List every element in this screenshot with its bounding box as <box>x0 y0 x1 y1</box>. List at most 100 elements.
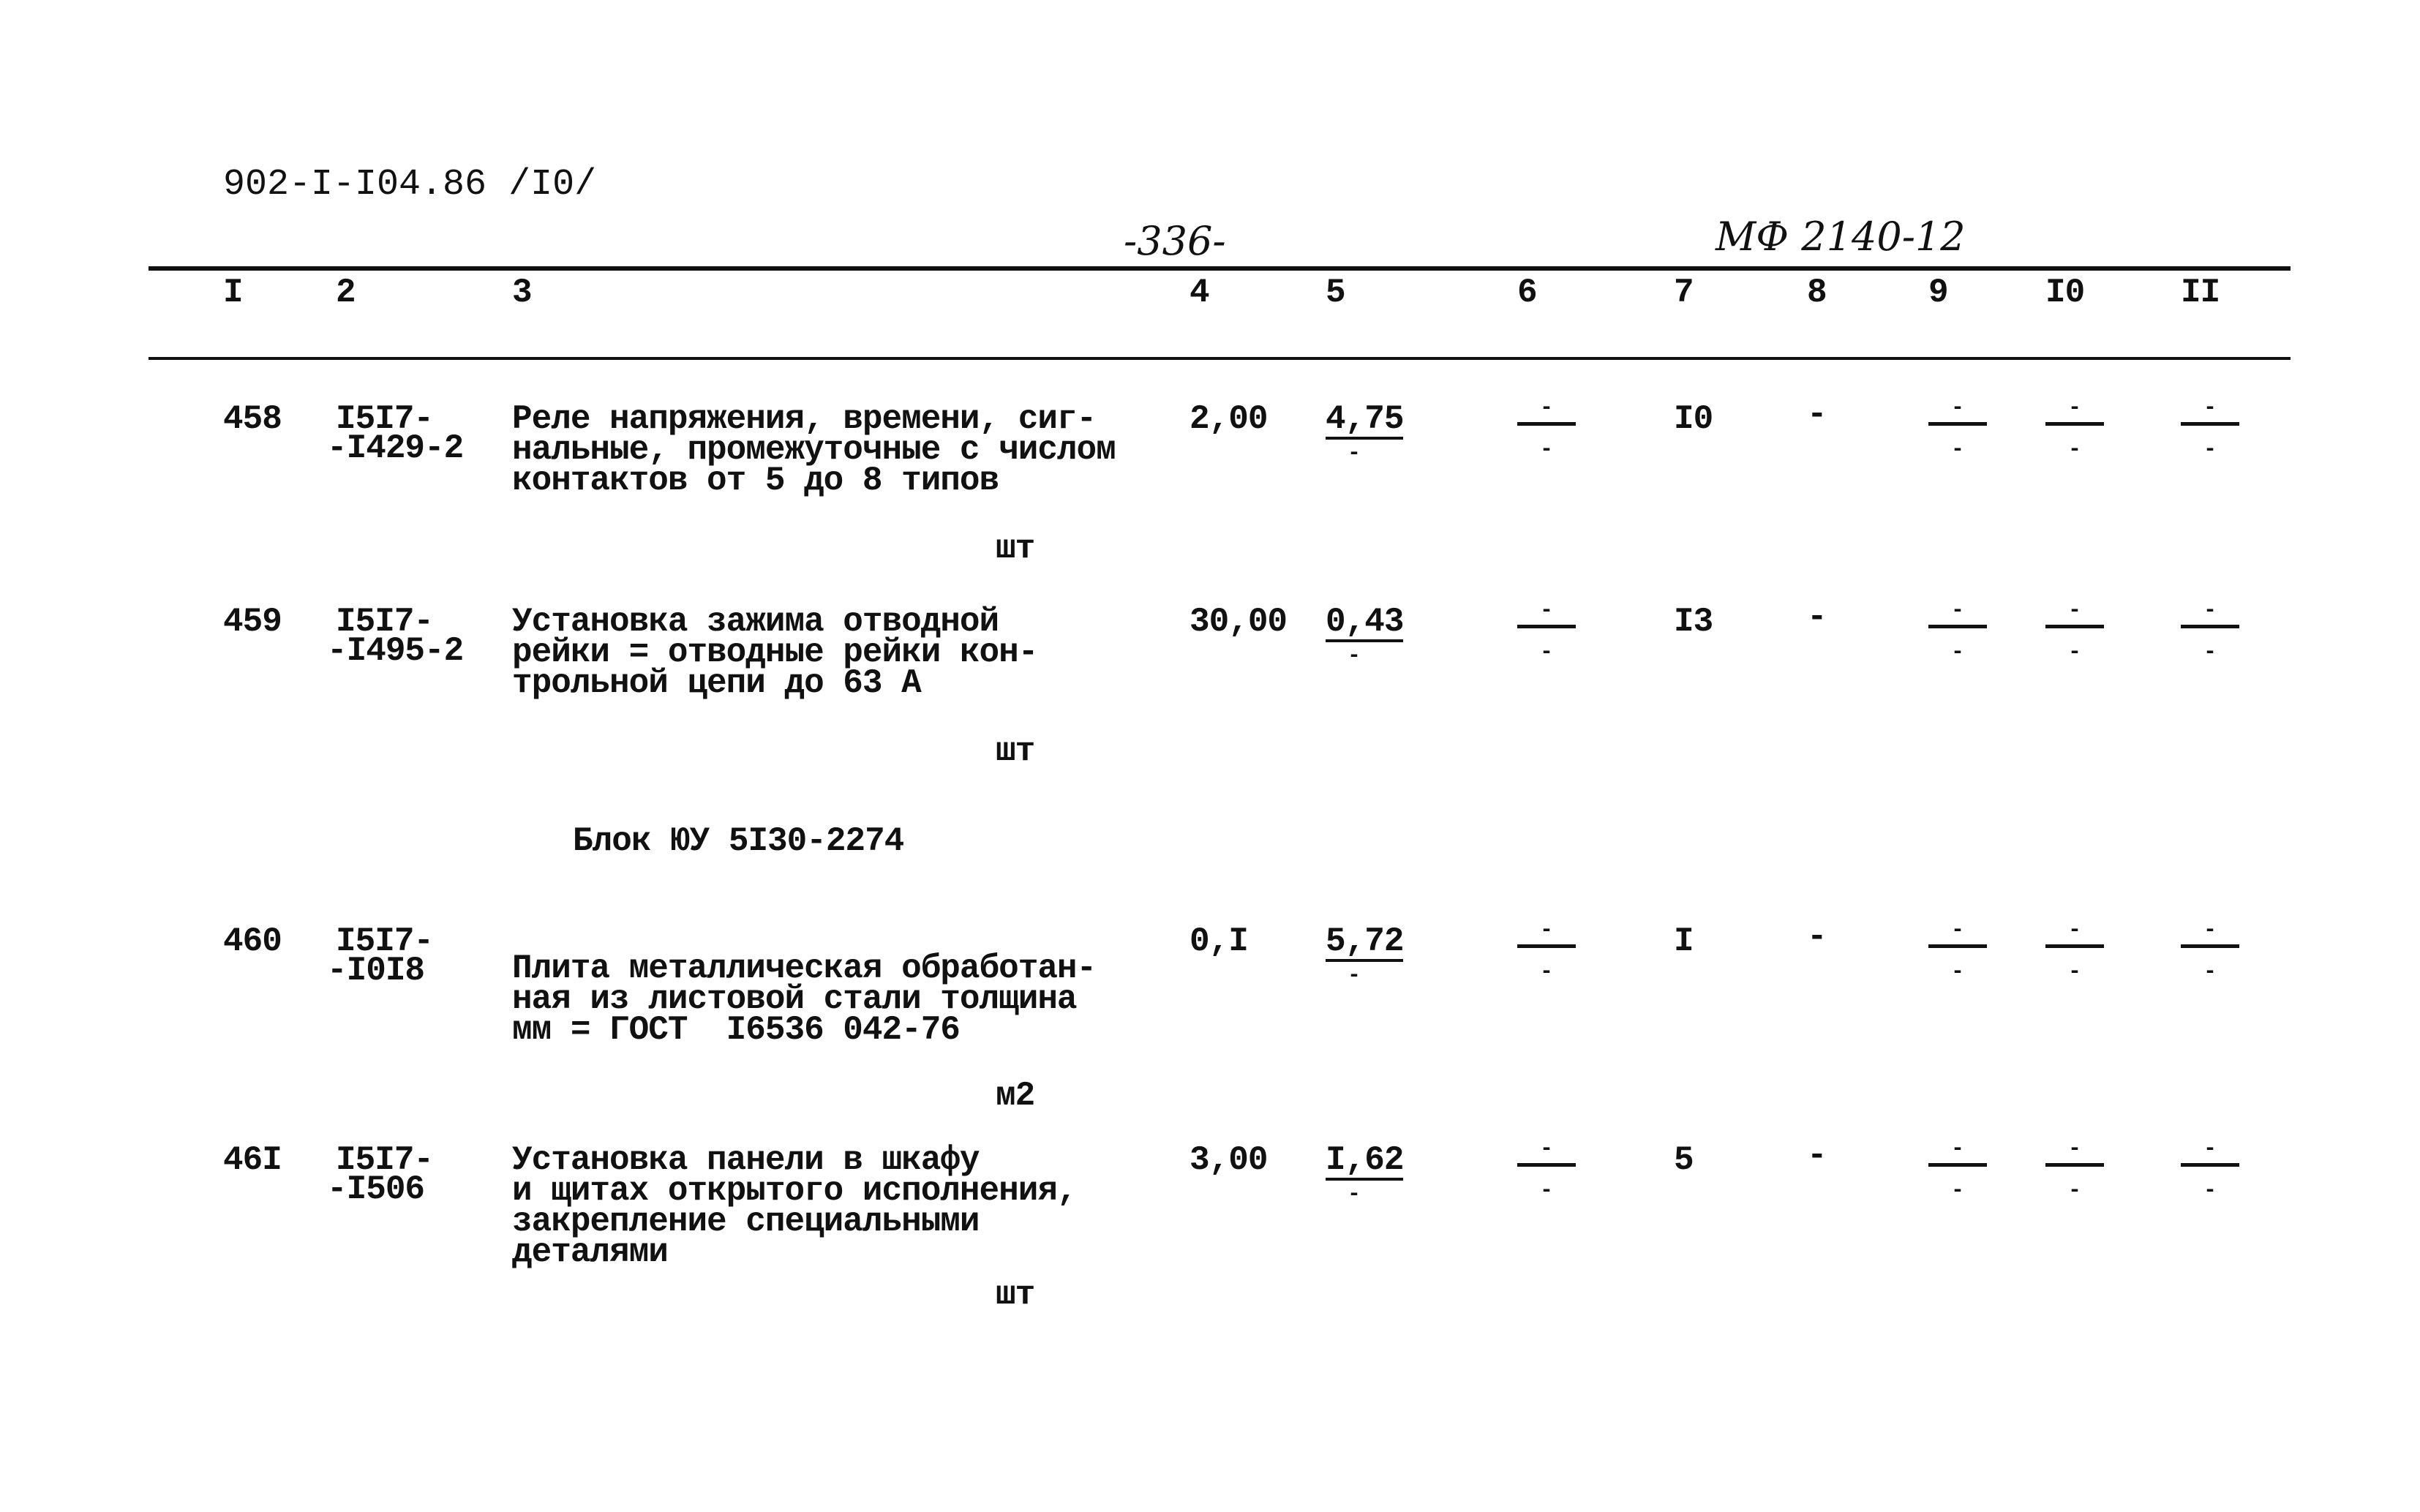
row-number: 459 <box>223 603 282 641</box>
row-code-line: -I0I8 <box>327 952 425 990</box>
fraction-bottom: - <box>1539 640 1553 665</box>
fraction-top: - <box>1539 396 1553 421</box>
row-col5-value: 0,43 <box>1326 603 1404 642</box>
row-description-line: Реле напряжения, времени, сиг- <box>512 400 1097 438</box>
row-col5-sub: - <box>1348 963 1361 988</box>
column-header-3: 3 <box>512 274 533 312</box>
row-c6-fraction: -- <box>1517 1138 1576 1202</box>
row-col5-sub: - <box>1348 441 1361 466</box>
fraction-bar <box>1928 422 1987 426</box>
fraction-top: - <box>1539 1137 1553 1162</box>
row-col8-value: - <box>1807 598 1827 636</box>
fraction-top: - <box>2203 918 2217 943</box>
fraction-top: - <box>2203 1137 2217 1162</box>
row-c6-fraction: -- <box>1517 600 1576 663</box>
row-col7-value: I <box>1674 922 1694 960</box>
fraction-top: - <box>1539 598 1553 623</box>
fraction-bottom: - <box>1539 960 1553 985</box>
row-col4-value: 2,00 <box>1190 400 1268 438</box>
row-code-line: I5I7- <box>336 400 434 438</box>
fraction-top: - <box>1950 918 1964 943</box>
table-top-rule <box>149 266 2291 271</box>
row-c6-fraction: -- <box>1517 397 1576 461</box>
block-title: Блок ЮУ 5I30-2274 <box>573 822 904 860</box>
row-code-line: -I495-2 <box>327 632 464 670</box>
fraction-top: - <box>1950 396 1964 421</box>
fraction-bar <box>1517 625 1576 628</box>
row-col5-value: I,62 <box>1326 1141 1404 1181</box>
row-description-line: Установка зажима отводной <box>512 603 999 641</box>
fraction-top: - <box>1950 598 1964 623</box>
fraction-bar <box>2181 1163 2239 1167</box>
row-description-line: нальные, промежуточные с числом <box>512 431 1116 469</box>
row-col4-value: 30,00 <box>1190 603 1288 641</box>
row-col8-value: - <box>1807 918 1827 956</box>
column-header-11: II <box>2181 274 2220 312</box>
fraction-top: - <box>1539 918 1553 943</box>
fraction-bar <box>1928 1163 1987 1167</box>
row-unit: м2 <box>996 1077 1035 1115</box>
page-number: -336- <box>1124 218 1226 264</box>
row-c9-fraction: -- <box>1928 1138 1987 1202</box>
fraction-bottom: - <box>1950 1178 1964 1203</box>
row-description-line: Плита металлическая обработан- <box>512 949 1097 988</box>
row-description-line: контактов от 5 до 8 типов <box>512 462 999 500</box>
row-code-line: -I506 <box>327 1170 425 1208</box>
column-header-8: 8 <box>1807 274 1827 312</box>
row-c10-fraction: -- <box>2045 1138 2104 1202</box>
fraction-bar <box>1517 944 1576 948</box>
row-description-line: Установка панели в шкафу <box>512 1141 980 1179</box>
fraction-bar <box>1928 944 1987 948</box>
row-c11-fraction: -- <box>2181 919 2239 983</box>
row-number: 458 <box>223 400 282 438</box>
document-code: 902-I-I04.86 /I0/ <box>223 164 597 206</box>
row-c9-fraction: -- <box>1928 919 1987 983</box>
fraction-bar <box>1517 1163 1576 1167</box>
row-number: 46I <box>223 1141 282 1179</box>
column-header-9: 9 <box>1928 274 1949 312</box>
fraction-bottom: - <box>2067 1178 2081 1203</box>
fraction-bar <box>2045 944 2104 948</box>
column-header-7: 7 <box>1674 274 1694 312</box>
row-c11-fraction: -- <box>2181 397 2239 461</box>
fraction-bottom: - <box>2067 960 2081 985</box>
row-unit: шт <box>996 732 1035 770</box>
table-header-rule <box>149 357 2291 360</box>
fraction-bottom: - <box>2203 640 2217 665</box>
column-header-1: I <box>223 274 244 312</box>
column-header-5: 5 <box>1326 274 1346 312</box>
column-header-6: 6 <box>1517 274 1538 312</box>
row-col5-sub: - <box>1348 644 1361 669</box>
fraction-top: - <box>2067 396 2081 421</box>
fraction-top: - <box>2203 598 2217 623</box>
row-code-line: -I429-2 <box>327 429 464 467</box>
row-col7-value: 5 <box>1674 1141 1694 1179</box>
row-number: 460 <box>223 922 282 960</box>
fraction-top: - <box>2203 396 2217 421</box>
row-code-line: I5I7- <box>336 603 434 641</box>
fraction-bar <box>2045 625 2104 628</box>
fraction-top: - <box>2067 598 2081 623</box>
row-c11-fraction: -- <box>2181 600 2239 663</box>
row-col5-value: 5,72 <box>1326 922 1404 962</box>
row-description-line: мм = ГОСТ I6536 042-76 <box>512 1011 961 1049</box>
fraction-bottom: - <box>2203 1178 2217 1203</box>
row-unit: шт <box>996 1276 1035 1314</box>
row-col7-value: I3 <box>1674 603 1713 641</box>
row-col8-value: - <box>1807 396 1827 434</box>
fraction-bottom: - <box>1950 437 1964 462</box>
fraction-top: - <box>1950 1137 1964 1162</box>
row-description-line: ная из листовой стали толщина <box>512 980 1078 1018</box>
fraction-bottom: - <box>2203 960 2217 985</box>
row-description-line: и щитах открытого исполнения, <box>512 1172 1078 1210</box>
row-c6-fraction: -- <box>1517 919 1576 983</box>
column-header-10: I0 <box>2045 274 2085 312</box>
fraction-bar <box>2045 422 2104 426</box>
row-col8-value: - <box>1807 1137 1827 1175</box>
row-col5-value: 4,75 <box>1326 400 1404 440</box>
row-description-line: закрепление специальными <box>512 1203 980 1241</box>
fraction-bottom: - <box>2203 437 2217 462</box>
row-col7-value: I0 <box>1674 400 1713 438</box>
fraction-bottom: - <box>1950 960 1964 985</box>
fraction-bottom: - <box>1950 640 1964 665</box>
